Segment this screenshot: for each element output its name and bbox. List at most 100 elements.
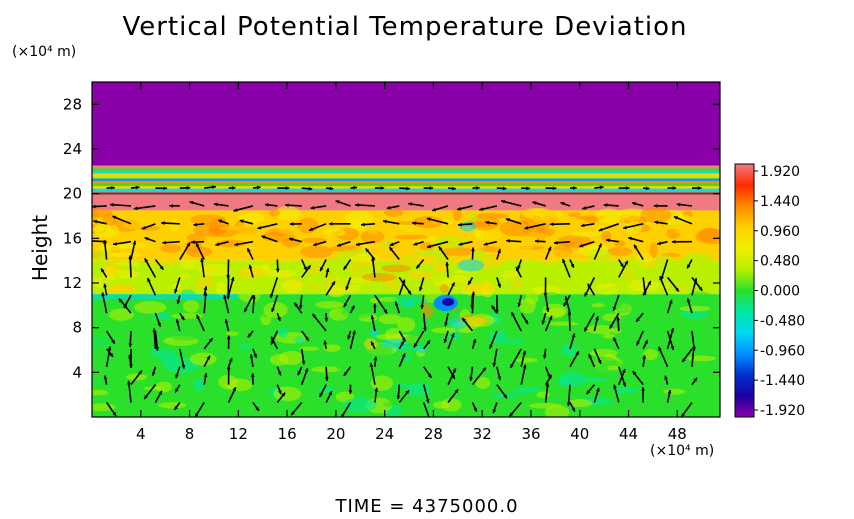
wind-arrow-head [200,258,204,262]
texture-green [189,352,217,366]
wind-arrow-head [553,240,558,245]
texture-green [301,362,316,370]
texture-orange [300,245,334,258]
texture-orange [93,223,120,238]
texture-green [92,333,113,347]
texture-green [317,386,335,393]
wind-arrow-head [584,327,588,332]
wind-arrow-head [289,222,294,226]
wind-arrow-head [361,222,365,227]
wind-arrow-head [271,308,275,312]
texture-green [177,408,199,416]
wind-arrow-head [625,186,630,190]
texture-plume [414,248,446,257]
wind-arrow-head [510,363,514,368]
chart-title: Vertical Potential Temperature Deviation [122,12,688,42]
texture-orange [277,224,304,236]
wind-arrow-head [603,203,608,207]
wind-arrow-head [133,206,138,211]
wind-arrow-head [548,315,553,320]
wind-arrow-head [532,201,537,205]
texture-green [558,371,587,387]
x-tick-label: 12 [229,425,248,443]
wind-arrow-head [253,353,257,358]
texture-green [264,399,291,410]
texture-green [278,326,289,338]
wind-arrow-head [547,246,552,251]
wind-arrow [658,346,669,368]
wind-arrow-head [328,221,333,226]
texture-green [536,391,551,398]
colorbar-tick-label: -0.960 [760,343,805,359]
texture-green [612,387,639,394]
dark-line [92,192,720,195]
texture-green [238,288,261,303]
y-tick-label: 24 [63,140,82,158]
texture-plume [381,264,411,273]
texture-yellow [144,257,178,266]
texture-yellow [590,287,610,294]
texture-orange [189,214,226,225]
wind-arrow-head [687,264,691,269]
wind-arrow-head [654,220,659,225]
wind-arrow [129,255,132,278]
wind-arrow-head [413,343,418,348]
texture-orange [216,239,246,248]
wind-arrow-head [570,263,575,268]
wind-arrow-head [408,202,412,206]
wind-arrow-head [653,203,658,208]
colorbar-tick-label: -1.440 [760,373,805,389]
texture-orange [160,244,182,253]
texture-green [239,344,252,351]
wind-arrow [92,240,107,243]
wind-arrow-head [232,387,236,392]
texture-orange [234,223,270,235]
colorbar-tick-label: -0.480 [760,313,805,329]
wind-arrow-head [101,292,105,297]
texture-orange [269,209,280,217]
wind-arrow-head [161,221,165,225]
wind-arrow-head [389,242,394,246]
texture-green [270,353,290,366]
wind-arrow-head [195,242,200,247]
wind-arrow-head [632,371,637,376]
texture-green [602,333,615,339]
wind-arrow-head [429,186,434,190]
wind-arrow-head [233,208,238,212]
texture-green [92,389,109,396]
wind-arrow-head [451,375,455,380]
wind-arrow-head [341,413,345,417]
texture-orange [499,220,534,237]
wind-arrow [471,291,475,314]
wind-arrow-head [401,353,406,358]
wind-arrow-head [407,290,412,295]
wind-arrow-head [681,413,686,417]
wind-arrow-head [203,373,208,378]
wind-arrow-head [159,265,164,270]
texture-yellow [611,262,629,272]
texture-yellow [281,279,304,293]
wind-arrow-head [248,264,253,269]
wind-arrow [426,240,449,248]
wind-arrow-head [277,390,282,395]
wind-arrow-head [175,374,179,379]
wind-arrow-head [673,216,678,220]
x-tick-label: 16 [278,425,297,443]
wind-arrow-head [641,387,645,391]
wind-arrow-head [389,246,394,251]
texture-green [315,301,344,309]
wind-arrow-head [645,186,650,191]
wind-arrow-head [325,268,330,273]
wind-arrow-head [101,268,105,273]
wind-arrow-head [169,203,173,208]
wind-arrow-head [524,320,529,325]
texture-plume [457,328,475,334]
wind-arrow-head [264,202,269,207]
wind-arrow-head [343,265,348,270]
wind-arrow-head [584,292,589,297]
wind-arrow-head [644,339,648,344]
wind-arrow-head [277,371,282,376]
wind-arrow-head [174,289,178,294]
wind-arrow-head [343,302,348,307]
